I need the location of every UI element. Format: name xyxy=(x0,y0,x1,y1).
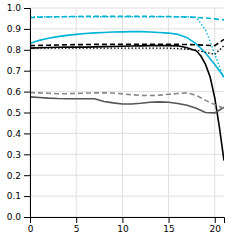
tick-mark xyxy=(24,175,30,176)
tick-label: 0.3 xyxy=(7,150,21,160)
tick-label: 0.2 xyxy=(7,171,21,181)
grid-line-y xyxy=(30,28,224,29)
tick-label: 0.0 xyxy=(7,212,22,222)
tick: 0.7 xyxy=(7,66,30,76)
tick-mark xyxy=(215,217,216,223)
tick-label: 20 xyxy=(210,224,222,234)
tick-label: 5 xyxy=(74,224,80,234)
tick: 5 xyxy=(74,217,80,234)
grid-line-y xyxy=(30,70,224,71)
tick-mark xyxy=(24,133,30,134)
series-line xyxy=(30,32,224,77)
tick-mark xyxy=(24,71,30,72)
series-line xyxy=(30,46,224,161)
y-axis: 0.0 0.1 0.2 0.3 0.4 0.5 0.6 0.7 0.8 0.9 1.0 xyxy=(7,3,31,222)
grid-line-y xyxy=(30,196,224,197)
tick-label: 15 xyxy=(163,224,174,234)
tick: 0.3 xyxy=(7,150,30,160)
tick: 0.5 xyxy=(7,108,30,118)
series-line xyxy=(30,93,224,109)
tick: 0.9 xyxy=(7,24,30,34)
tick-mark xyxy=(122,217,123,223)
tick-mark xyxy=(24,29,30,30)
grid-line-y xyxy=(30,175,224,176)
grid-line-x xyxy=(168,8,169,217)
chart: 0 5 10 15 20 0.0 0.1 0.2 0.3 0.4 0.5 0.6 0.7 0.8 0.9 1.… xyxy=(0,0,233,237)
tick-mark xyxy=(24,196,30,197)
tick-mark xyxy=(24,113,30,114)
grid-line-y xyxy=(30,112,224,113)
tick: 1.0 xyxy=(7,3,30,13)
series-line xyxy=(30,46,224,55)
tick-mark xyxy=(24,92,30,93)
axis-line xyxy=(31,218,225,224)
grid xyxy=(30,8,224,217)
tick-label: 10 xyxy=(117,224,129,234)
grid-line-x xyxy=(76,8,77,217)
tick-mark xyxy=(24,154,30,155)
tick-label: 0.7 xyxy=(7,66,21,76)
tick: 0.2 xyxy=(7,171,30,181)
grid-line-y xyxy=(30,91,224,92)
tick-mark xyxy=(24,8,30,9)
tick: 10 xyxy=(117,217,129,234)
tick-label: 0.8 xyxy=(7,45,22,55)
tick-mark xyxy=(76,217,77,223)
tick-label: 0 xyxy=(28,224,34,234)
tick: 20 xyxy=(210,217,222,234)
tick: 0.1 xyxy=(7,191,30,201)
tick-label: 0.6 xyxy=(7,87,22,97)
tick: 0.6 xyxy=(7,87,30,97)
tick: 0 xyxy=(28,217,34,234)
series-line xyxy=(30,39,224,45)
series-line xyxy=(30,97,224,113)
tick-label: 0.1 xyxy=(7,191,21,201)
tick-mark xyxy=(24,217,30,218)
series-line xyxy=(30,17,224,79)
tick-mark xyxy=(24,50,30,51)
tick: 15 xyxy=(163,217,174,234)
tick-label: 0.9 xyxy=(7,24,22,34)
axis-line xyxy=(24,9,31,218)
plot: 0 5 10 15 20 0.0 0.1 0.2 0.3 0.4 0.5 0.6 0.7 0.8 0.9 1.… xyxy=(7,3,225,234)
tick: 0.4 xyxy=(7,129,30,139)
grid-line-y xyxy=(30,154,224,155)
grid-line-y xyxy=(30,133,224,134)
x-axis: 0 5 10 15 20 xyxy=(28,217,225,234)
tick-label: 0.5 xyxy=(7,108,21,118)
tick: 0.0 xyxy=(7,212,30,222)
tick-mark xyxy=(169,217,170,223)
grid-line-x xyxy=(122,8,123,217)
tick-label: 0.4 xyxy=(7,129,22,139)
lines xyxy=(30,16,224,160)
grid-line-y xyxy=(30,8,224,9)
tick: 0.8 xyxy=(7,45,30,55)
tick-label: 1.0 xyxy=(7,3,22,13)
